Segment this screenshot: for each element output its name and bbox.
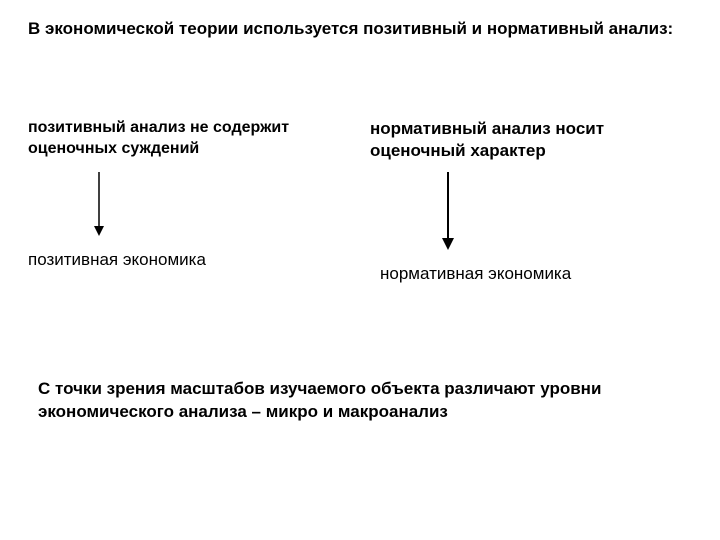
right-arrow-icon <box>440 170 456 257</box>
right-column-description: нормативный анализ носит оценочный харак… <box>370 118 650 162</box>
left-column-description: позитивный анализ не содержит оценочных … <box>28 118 308 160</box>
page-title: В экономической теории используется пози… <box>28 18 680 41</box>
right-column-result: нормативная экономика <box>380 264 571 284</box>
bottom-paragraph: С точки зрения масштабов изучаемого объе… <box>38 378 660 424</box>
left-arrow-icon <box>92 170 106 243</box>
left-column-result: позитивная экономика <box>28 250 206 270</box>
